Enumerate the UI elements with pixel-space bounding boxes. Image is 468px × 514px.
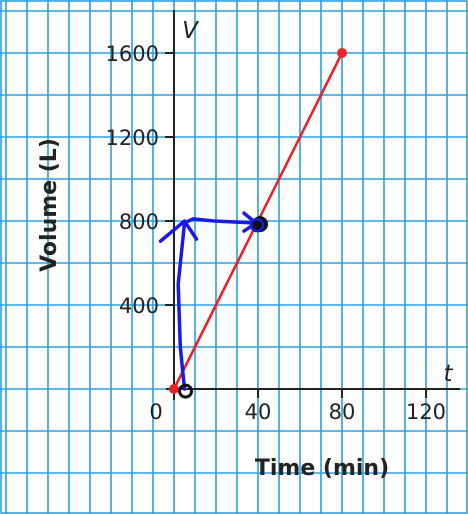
x-axis-variable: t [443,361,453,387]
y-axis-label: Volume (L) [37,138,62,272]
y-tick-label: 400 [119,294,159,318]
x-tick-label: 40 [245,400,272,424]
x-tick-label: 80 [329,400,356,424]
series-point [337,48,347,58]
axes: 400 800 1200 1600 40 80 120 [106,10,460,424]
series-point [169,384,179,394]
y-tick-label: 1600 [106,42,159,66]
annotation-arrowhead-up [158,219,199,243]
y-axis-variable: V [182,18,200,44]
x-axis-label: Time (min) [255,456,389,481]
annotation-target-ring [249,217,265,233]
handwritten-annotation [158,211,268,399]
x-tick-label: 120 [406,400,446,424]
y-tick-label: 1200 [106,126,159,150]
annotation-origin-marker [178,383,194,399]
y-tick-label: 800 [119,210,159,234]
origin-label: 0 [149,400,162,424]
